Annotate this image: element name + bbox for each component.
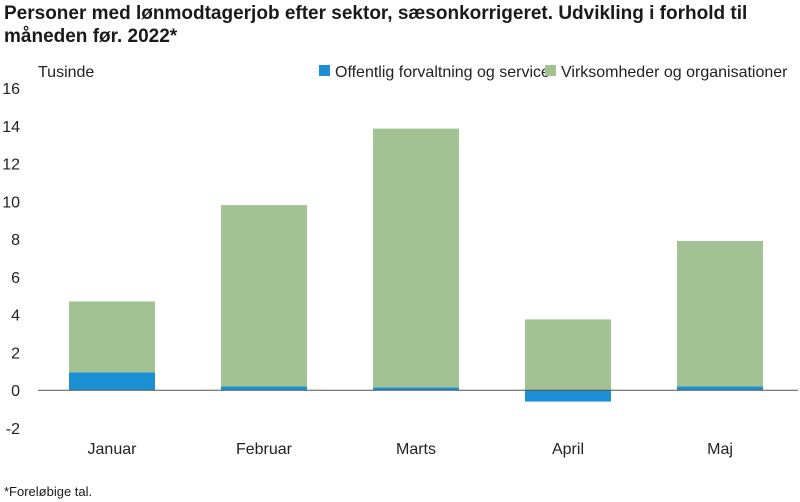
bar-segment-virksomheder-maj <box>677 241 763 387</box>
x-tick-label: April <box>552 441 584 458</box>
legend: Offentlig forvaltning og service Virksomh… <box>319 64 788 81</box>
chart-title: Personer med lønmodtagerjob efter sektor… <box>4 3 748 47</box>
bar-segment-virksomheder-april <box>525 319 611 391</box>
stacked-bar-chart: Tusinde Offentlig forvaltning og service… <box>2 64 798 458</box>
y-tick-label: 2 <box>11 345 20 362</box>
bars <box>69 128 763 402</box>
legend-swatch-virksomheder <box>545 65 556 76</box>
y-axis-unit-label: Tusinde <box>38 64 94 81</box>
y-tick-label: -2 <box>6 421 20 438</box>
bar-segment-offentlig-maj <box>677 386 763 391</box>
y-tick-label: 14 <box>2 119 20 136</box>
bar-segment-virksomheder-januar <box>69 301 155 373</box>
bar-segment-offentlig-marts <box>373 387 459 391</box>
x-axis: Januar Februar Marts April Maj <box>38 389 798 458</box>
bar-segment-offentlig-februar <box>221 386 307 391</box>
footnote: *Foreløbige tal. <box>4 484 93 499</box>
x-tick-label: Marts <box>396 441 436 458</box>
y-tick-label: 0 <box>11 383 20 400</box>
y-tick-label: 4 <box>11 308 20 325</box>
bar-segment-virksomheder-februar <box>221 205 307 387</box>
legend-label-virksomheder: Virksomheder og organisationer <box>561 64 788 81</box>
y-tick-label: 12 <box>2 157 20 174</box>
legend-label-offentlig: Offentlig forvaltning og service <box>335 64 550 81</box>
y-axis: -2 0 2 4 6 8 10 12 14 16 <box>2 81 20 438</box>
x-tick-label: Februar <box>236 441 293 458</box>
legend-swatch-offentlig <box>319 65 330 76</box>
y-tick-label: 6 <box>11 270 20 287</box>
y-tick-label: 8 <box>11 232 20 249</box>
x-tick-label: Maj <box>707 441 733 458</box>
y-tick-label: 10 <box>2 194 20 211</box>
bar-segment-virksomheder-marts <box>373 128 459 388</box>
x-tick-label: Januar <box>88 441 138 458</box>
bar-segment-offentlig-april <box>525 390 611 402</box>
y-tick-label: 16 <box>2 81 20 98</box>
bar-segment-offentlig-januar <box>69 372 155 391</box>
